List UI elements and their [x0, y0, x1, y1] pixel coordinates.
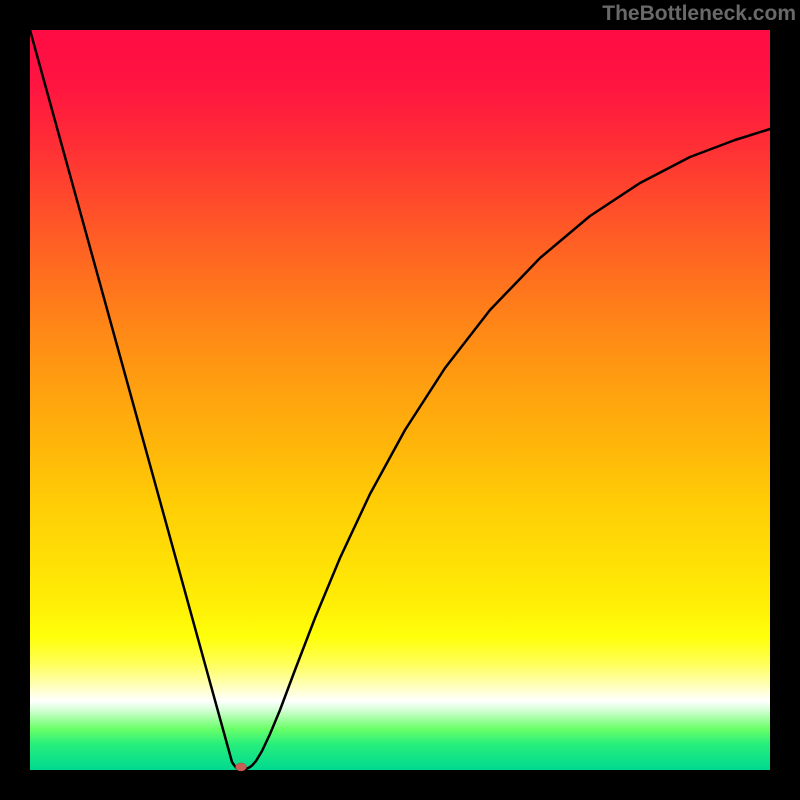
plot-background — [30, 30, 770, 770]
optimal-point-marker — [236, 763, 247, 771]
chart-svg — [0, 0, 800, 800]
watermark-text: TheBottleneck.com — [602, 2, 796, 26]
bottleneck-chart: TheBottleneck.com — [0, 0, 800, 800]
